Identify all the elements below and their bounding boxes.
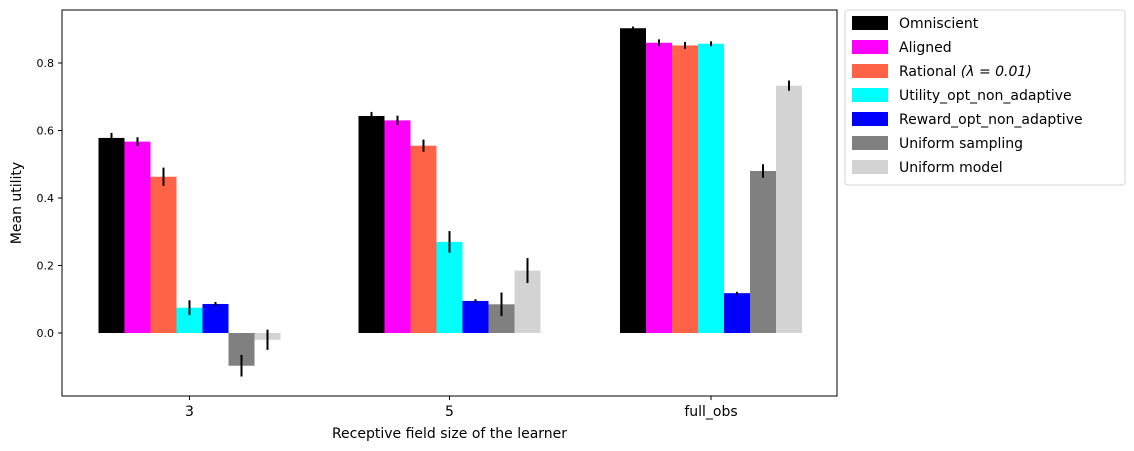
bar-2-0 — [150, 176, 177, 333]
x-axis-label: Receptive field size of the learner — [332, 426, 567, 442]
bar-1-1 — [384, 120, 411, 333]
bar-6-2 — [776, 85, 802, 333]
bar-1-2 — [646, 42, 672, 333]
x-tick-label-2: full_obs — [684, 404, 737, 420]
legend-swatch-3 — [852, 88, 888, 102]
y-tick-label-1: 0.2 — [37, 260, 55, 273]
bar-1-0 — [124, 141, 151, 333]
legend-label-5: Uniform sampling — [899, 136, 1023, 152]
bar-4-0 — [202, 303, 229, 333]
legend-swatch-6 — [852, 160, 888, 174]
bar-5-2 — [750, 171, 776, 333]
legend-swatch-1 — [852, 40, 888, 54]
y-axis: 0.0 0.2 0.4 0.6 0.8 — [37, 57, 62, 340]
y-tick-label-2: 0.4 — [37, 192, 55, 205]
legend-label-6: Uniform model — [899, 160, 1003, 176]
bar-4-1 — [462, 300, 489, 333]
legend-label-4: Reward_opt_non_adaptive — [899, 112, 1083, 128]
x-axis: 3 5 full_obs — [185, 396, 738, 420]
error-bars-layer — [110, 26, 790, 377]
bar-2-1 — [410, 145, 437, 333]
bar-0-1 — [358, 115, 385, 333]
bar-3-1 — [436, 241, 463, 333]
y-tick-label-3: 0.6 — [37, 125, 55, 138]
legend-label-3: Utility_opt_non_adaptive — [899, 88, 1072, 104]
bar-3-2 — [698, 43, 724, 333]
bar-4-2 — [724, 293, 750, 333]
y-tick-label-4: 0.8 — [37, 57, 55, 70]
legend: Omniscient Aligned Rational (λ = 0.01) Util… — [844, 9, 1126, 186]
legend-label-2: Rational (λ = 0.01) — [899, 64, 1032, 80]
bar-0-2 — [620, 28, 646, 334]
x-tick-label-1: 5 — [445, 404, 454, 420]
x-tick-label-0: 3 — [185, 404, 194, 420]
legend-swatch-0 — [852, 16, 888, 30]
legend-swatch-2 — [852, 64, 888, 78]
legend-label-1: Aligned — [899, 40, 952, 56]
legend-label-0: Omniscient — [899, 16, 979, 32]
bar-0-0 — [98, 137, 125, 333]
legend-swatch-5 — [852, 136, 888, 150]
y-axis-label: Mean utility — [9, 162, 25, 244]
legend-frame — [844, 9, 1126, 186]
bars-layer — [98, 28, 802, 366]
legend-swatch-4 — [852, 112, 888, 126]
bar-2-2 — [672, 45, 698, 333]
y-tick-label-0: 0.0 — [37, 327, 55, 340]
